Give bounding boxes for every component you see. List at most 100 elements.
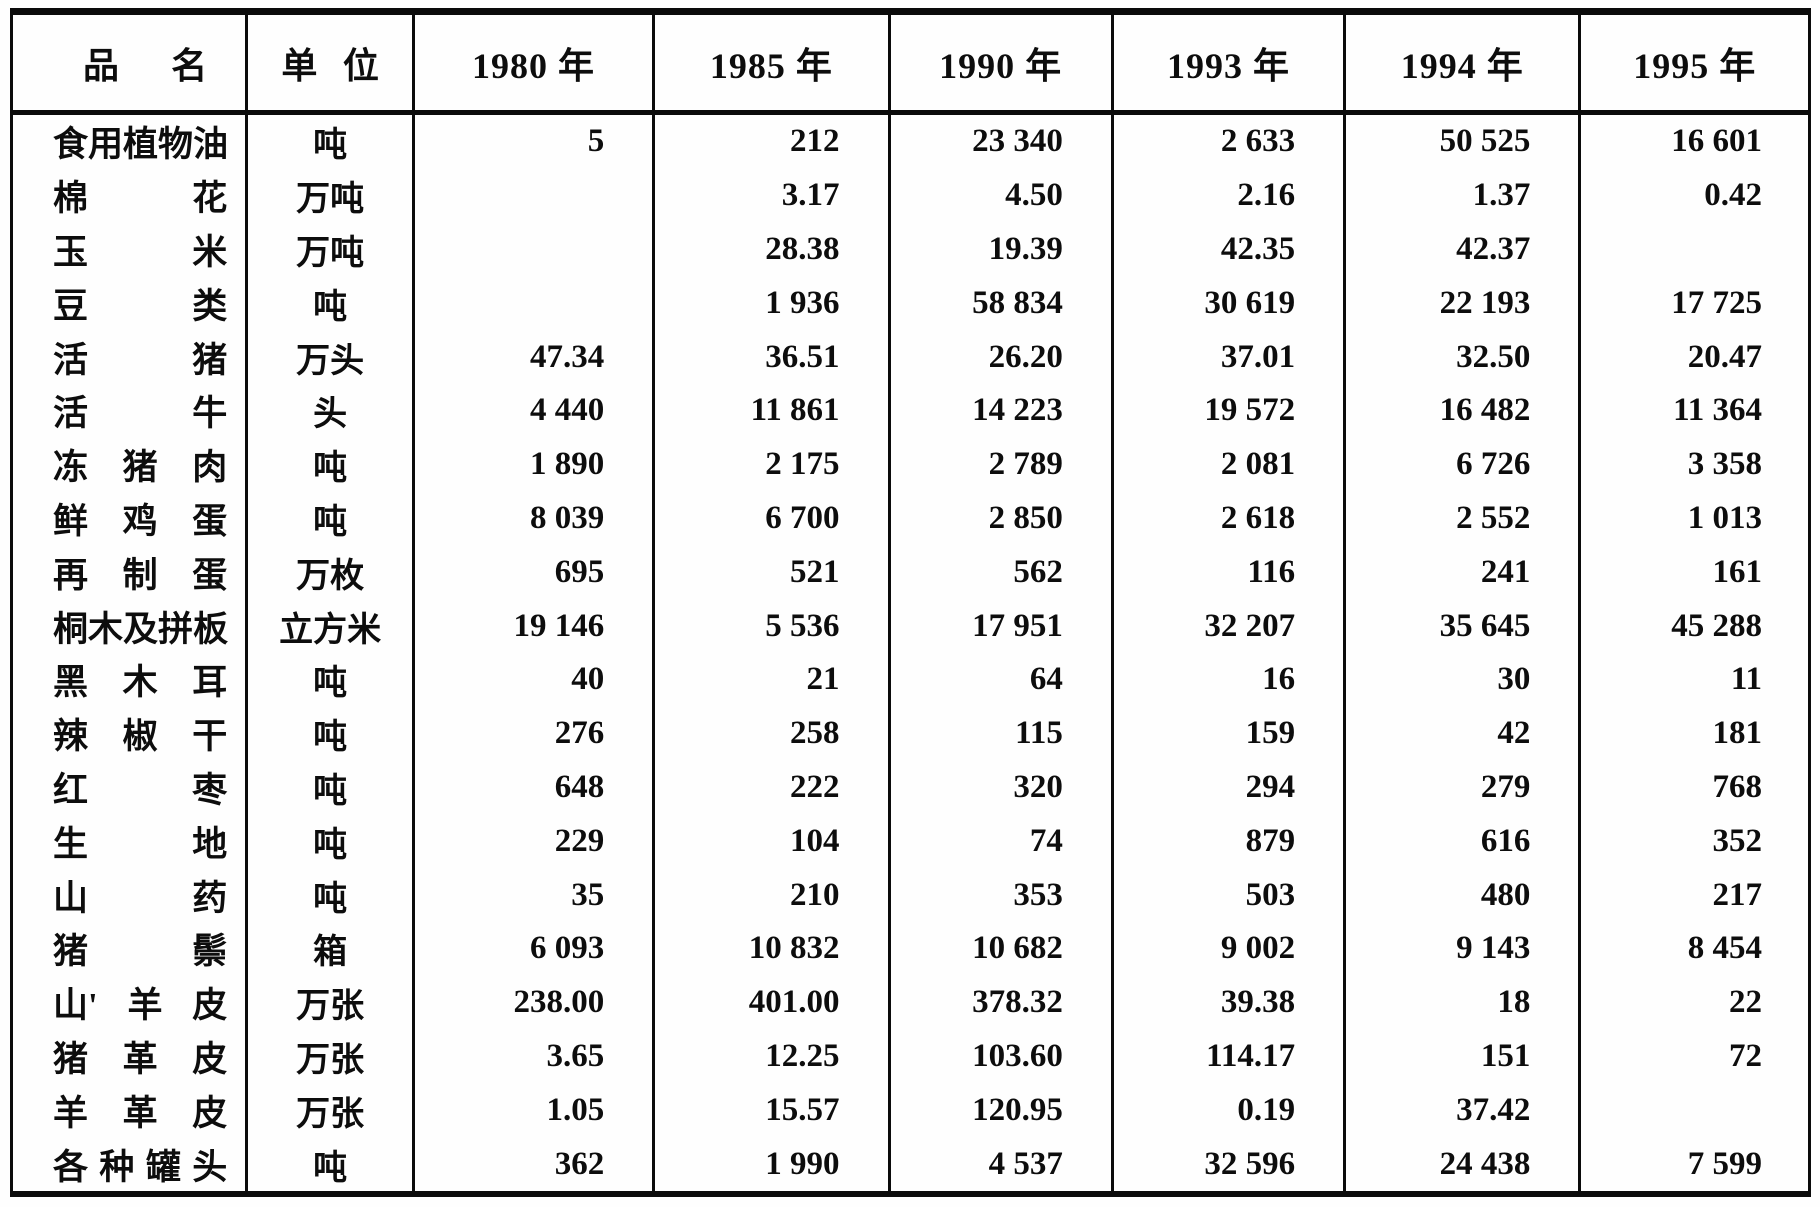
value-cell: 768	[1712, 768, 1763, 805]
column-header: 单位	[248, 15, 415, 110]
value-cell: 64	[891, 652, 1114, 707]
name-char: 食	[53, 125, 89, 165]
value-cell: 210	[655, 868, 891, 922]
value-cell: 161	[1712, 553, 1763, 590]
value-cell: 37.42	[1346, 1083, 1582, 1138]
name-char: 猪	[122, 448, 158, 488]
product-name-cell: 棉花	[13, 168, 249, 223]
value-cell: 241	[1346, 545, 1582, 600]
value-cell: 19.39	[891, 222, 1114, 277]
name-char: 制	[122, 555, 158, 595]
product-name-cell: 活牛	[13, 383, 249, 438]
unit-cell: 箱	[248, 921, 415, 976]
product-name-cell: 生地	[13, 814, 249, 869]
value-cell: 16 601	[1671, 123, 1762, 160]
name-char: 棉	[53, 179, 89, 219]
name-char: 羊	[127, 986, 163, 1026]
value-cell: 4.50	[891, 168, 1114, 223]
value-cell: 562	[891, 545, 1114, 600]
value-cell: 10 832	[655, 921, 891, 976]
value-cell: 24 438	[1346, 1137, 1582, 1191]
name-char: 豆	[53, 286, 89, 326]
unit-cell: 吨	[248, 1137, 415, 1191]
table-row: 食用植物油吨 5 212 23 340 2 633 50 525 16 601	[13, 115, 1808, 169]
value-cell: 19 146	[415, 599, 656, 653]
unit-cell: 吨	[248, 115, 415, 169]
unit-cell: 吨	[248, 760, 415, 815]
name-char: 地	[192, 824, 228, 864]
unit-cell: 万张	[248, 975, 415, 1030]
value-cell: 15.57	[655, 1083, 891, 1138]
value-cell: 2 633	[1114, 115, 1347, 169]
value-cell	[415, 276, 656, 331]
name-char: 皮	[192, 1093, 228, 1133]
value-cell: 30	[1346, 652, 1582, 707]
value-cell: 114.17	[1114, 1029, 1347, 1084]
value-cell: 11	[1730, 661, 1762, 698]
value-cell: 7 599	[1687, 1145, 1762, 1182]
product-name-cell: 山药	[13, 868, 249, 922]
value-cell: 2 081	[1114, 437, 1347, 492]
table-row: 山' 羊皮万张 238.00 401.00 378.32 39.38 18 22	[13, 975, 1808, 1030]
product-name-cell: 食用植物油	[13, 115, 249, 169]
unit-cell: 头	[248, 383, 415, 438]
name-char: 木	[88, 609, 124, 649]
name-char: 猪	[53, 932, 89, 972]
product-name-cell: 红枣	[13, 760, 249, 815]
unit-cell: 吨	[248, 491, 415, 546]
value-cell: 2 850	[891, 491, 1114, 546]
value-cell: 21	[655, 652, 891, 707]
table-row: 猪革皮万张 3.65 12.25 103.60 114.17 151 72	[13, 1029, 1808, 1084]
name-char: 革	[122, 1093, 158, 1133]
value-cell: 6 093	[415, 921, 656, 976]
name-char: 黑	[53, 663, 89, 703]
name-char: 名	[171, 45, 208, 86]
value-cell: 1.37	[1346, 168, 1582, 223]
table-header-row: 品名单位 1980 年 1985 年 1990 年 1993 年 1994 年 1995 年	[13, 15, 1808, 115]
value-cell: 648	[415, 760, 656, 815]
value-cell: 238.00	[415, 975, 656, 1030]
name-char: 皮	[192, 986, 228, 1026]
name-char: 鬃	[192, 932, 228, 972]
name-char: 木	[122, 663, 158, 703]
name-char: 蛋	[192, 555, 228, 595]
name-char: 猪	[53, 1039, 89, 1079]
name-char: 耳	[192, 663, 228, 703]
name-char: 用	[88, 125, 124, 165]
name-char: 头	[192, 1147, 228, 1187]
name-char: 活	[53, 340, 89, 380]
value-cell: 19 572	[1114, 383, 1347, 438]
table-body: 食用植物油吨 5 212 23 340 2 633 50 525 16 601 棉花万吨 3.1…	[13, 115, 1808, 1191]
value-cell: 36.51	[655, 330, 891, 384]
value-cell: 14 223	[891, 383, 1114, 438]
name-char: 冻	[53, 448, 89, 488]
name-char: 花	[192, 179, 228, 219]
column-header: 1995 年	[1633, 45, 1757, 86]
value-cell	[1581, 223, 1808, 277]
value-cell: 39.38	[1114, 975, 1347, 1030]
value-cell: 0.42	[1704, 177, 1762, 214]
export-commodities-table: 品名单位 1980 年 1985 年 1990 年 1993 年 1994 年 1995 年…	[10, 8, 1811, 1197]
column-header: 品名	[13, 15, 249, 110]
unit-cell: 万吨	[248, 168, 415, 223]
name-char: 药	[192, 878, 228, 918]
column-header: 1990 年	[891, 15, 1114, 110]
name-char: 物	[158, 125, 194, 165]
name-char: 玉	[53, 232, 89, 272]
name-char: 类	[192, 286, 228, 326]
value-cell: 2 618	[1114, 491, 1347, 546]
value-cell: 42	[1346, 706, 1582, 761]
value-cell: 5 536	[655, 599, 891, 653]
value-cell: 37.01	[1114, 330, 1347, 384]
name-char: 罐	[145, 1147, 181, 1187]
name-char: 山'	[53, 986, 98, 1026]
name-char: 再	[53, 555, 89, 595]
value-cell: 11 861	[655, 383, 891, 438]
value-cell: 294	[1114, 760, 1347, 815]
unit-cell: 吨	[248, 437, 415, 492]
name-char: 羊	[53, 1093, 89, 1133]
name-char: 油	[193, 125, 229, 165]
value-cell: 151	[1346, 1029, 1582, 1084]
value-cell: 5	[415, 115, 656, 169]
product-name-cell: 桐木及拼板	[13, 599, 249, 653]
